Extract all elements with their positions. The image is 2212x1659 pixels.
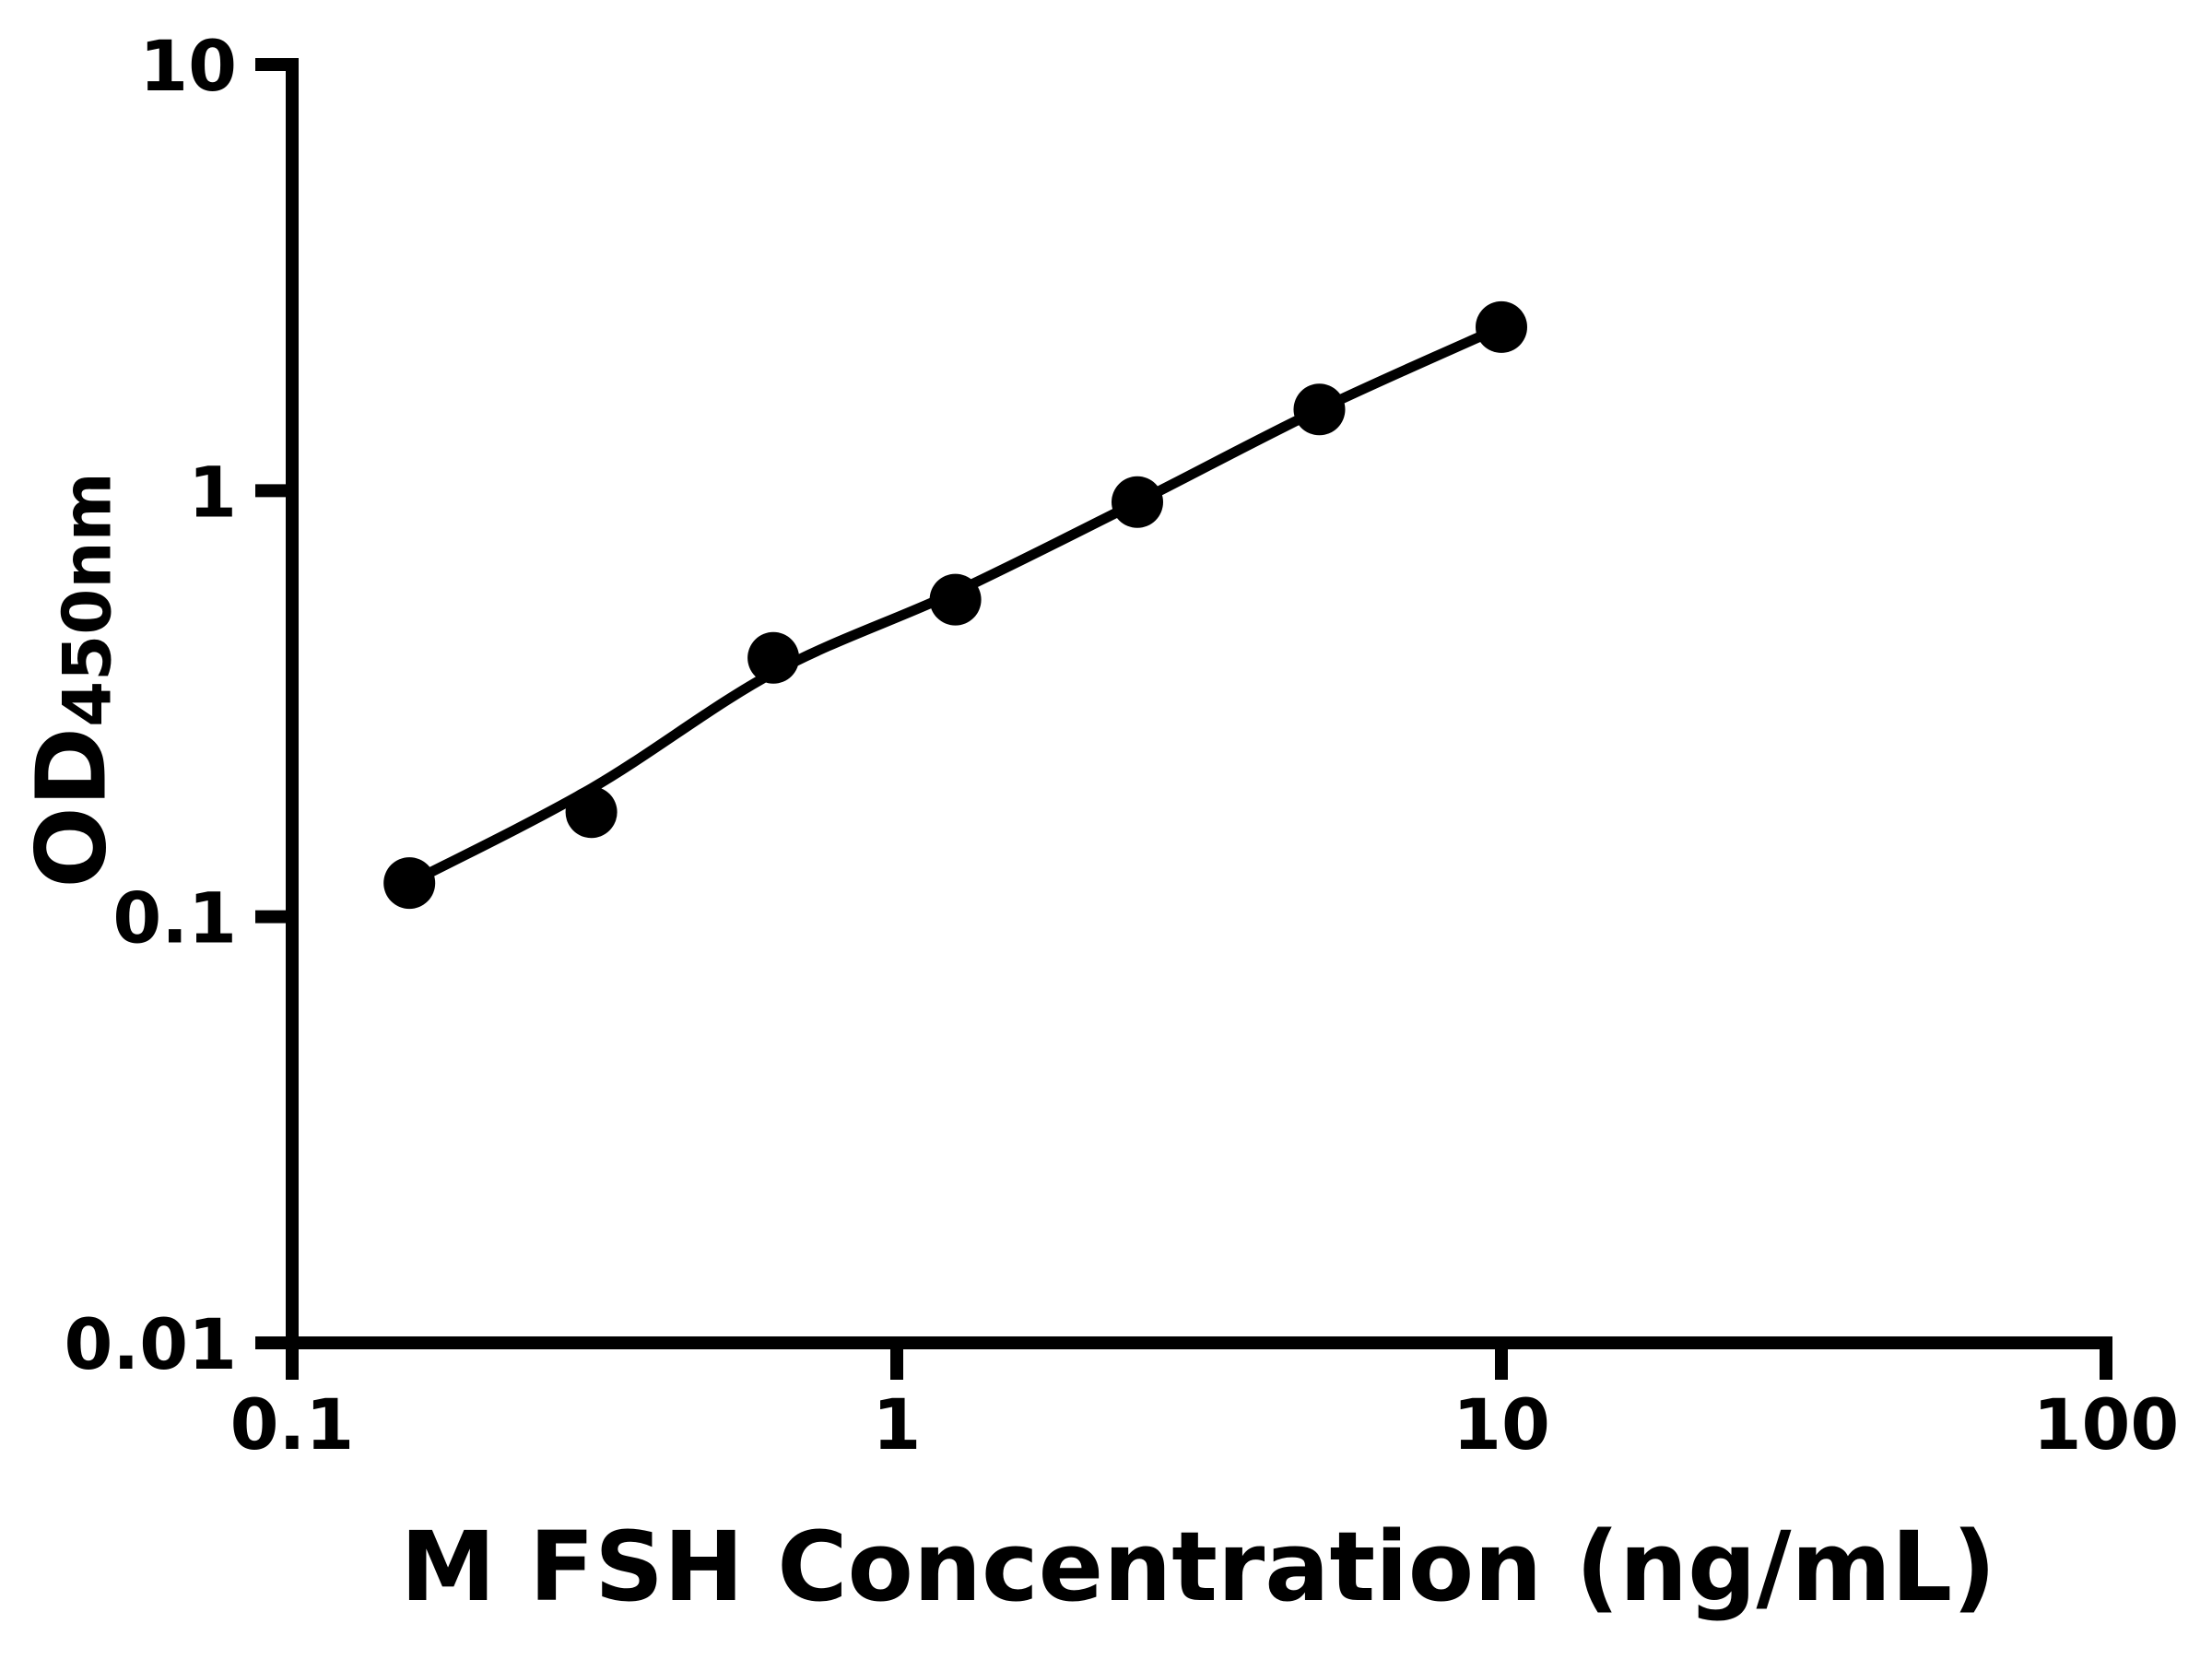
x-tick-label: 100 [2033,1383,2180,1465]
y-tick-label: 0.01 [64,1303,237,1385]
data-point [1112,476,1163,528]
y-axis-label-subscript: 450nm [48,472,126,727]
data-point [1293,383,1346,436]
data-point [929,573,982,626]
data-point [1476,300,1527,353]
y-axis-label: OD450nm [16,472,128,888]
y-tick-label: 0.1 [112,877,237,959]
y-tick-label: 1 [188,451,237,533]
x-tick-label: 0.1 [230,1383,355,1465]
data-point [565,786,618,839]
data-point [383,857,436,910]
x-tick-label: 1 [873,1383,922,1465]
y-tick-label: 10 [139,25,237,107]
x-axis-label: M FSH Concentration (ng/mL) [400,1511,1996,1623]
data-point [747,631,800,684]
y-axis-label-main: OD [15,726,128,888]
x-tick-label: 10 [1453,1383,1550,1465]
